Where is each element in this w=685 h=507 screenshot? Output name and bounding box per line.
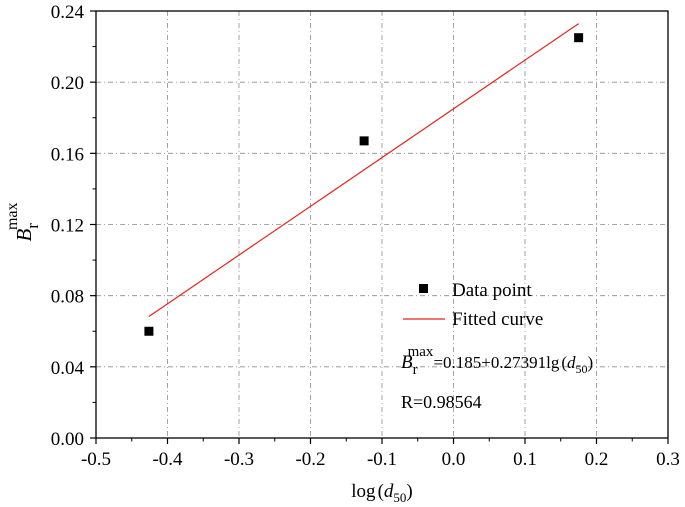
equation-body: =0.185+0.27391lg <box>433 353 559 372</box>
equation-sup: max <box>408 344 434 360</box>
x-tick-label: 0.2 <box>585 449 609 470</box>
y-axis-label-sup: max <box>4 202 21 230</box>
y-tick-label: 0.08 <box>51 287 84 308</box>
equation-arg-var: d <box>567 353 576 372</box>
x-tick-labels: -0.5 -0.4 -0.3 -0.2 -0.1 0.0 0.1 0.2 0.3 <box>81 449 680 470</box>
equation-var: B <box>401 352 413 373</box>
x-tick-label: 0.1 <box>513 449 537 470</box>
y-axis-label-sub: r <box>23 223 42 229</box>
legend: Data point Fitted curve <box>403 280 543 330</box>
y-tick-label: 0.20 <box>51 73 84 94</box>
data-point-marker <box>144 326 154 336</box>
x-axis-label-sub: 50 <box>393 490 406 505</box>
fit-r-value: R=0.98564 <box>401 392 482 412</box>
legend-data-point-label: Data point <box>452 280 532 301</box>
y-tick-labels: 0.00 0.04 0.08 0.12 0.16 0.20 0.24 <box>51 2 85 450</box>
data-point-marker <box>574 33 584 43</box>
x-axis-label-prefix: log <box>351 481 376 502</box>
axis-ticks <box>90 10 669 444</box>
fit-equation: Brmax=0.185+0.27391lg (d50) <box>401 344 593 378</box>
equation-sub: r <box>413 362 418 378</box>
equation-arg-sub: 50 <box>576 362 588 376</box>
y-tick-label: 0.12 <box>51 216 84 237</box>
fitted-curve-line <box>148 23 579 317</box>
y-axis-label: Brmax <box>4 202 42 241</box>
grid <box>96 11 668 438</box>
x-tick-label: -0.1 <box>367 449 397 470</box>
x-tick-label: 0.3 <box>656 449 680 470</box>
x-axis-label: log (d50) <box>351 481 412 505</box>
y-tick-label: 0.00 <box>51 429 84 450</box>
x-axis-label-var: d <box>384 481 394 502</box>
x-tick-label: -0.3 <box>224 449 254 470</box>
x-tick-label: 0.0 <box>442 449 466 470</box>
x-tick-label: -0.5 <box>81 449 111 470</box>
y-tick-label: 0.04 <box>51 358 85 379</box>
y-tick-label: 0.24 <box>51 2 85 23</box>
x-tick-label: -0.4 <box>152 449 183 470</box>
data-point-marker <box>359 136 369 146</box>
y-axis-label-var: B <box>12 229 36 242</box>
legend-fitted-curve-label: Fitted curve <box>452 309 543 330</box>
legend-data-point-marker <box>419 284 428 293</box>
series <box>144 23 584 336</box>
y-tick-label: 0.16 <box>51 144 84 165</box>
x-tick-label: -0.2 <box>295 449 325 470</box>
